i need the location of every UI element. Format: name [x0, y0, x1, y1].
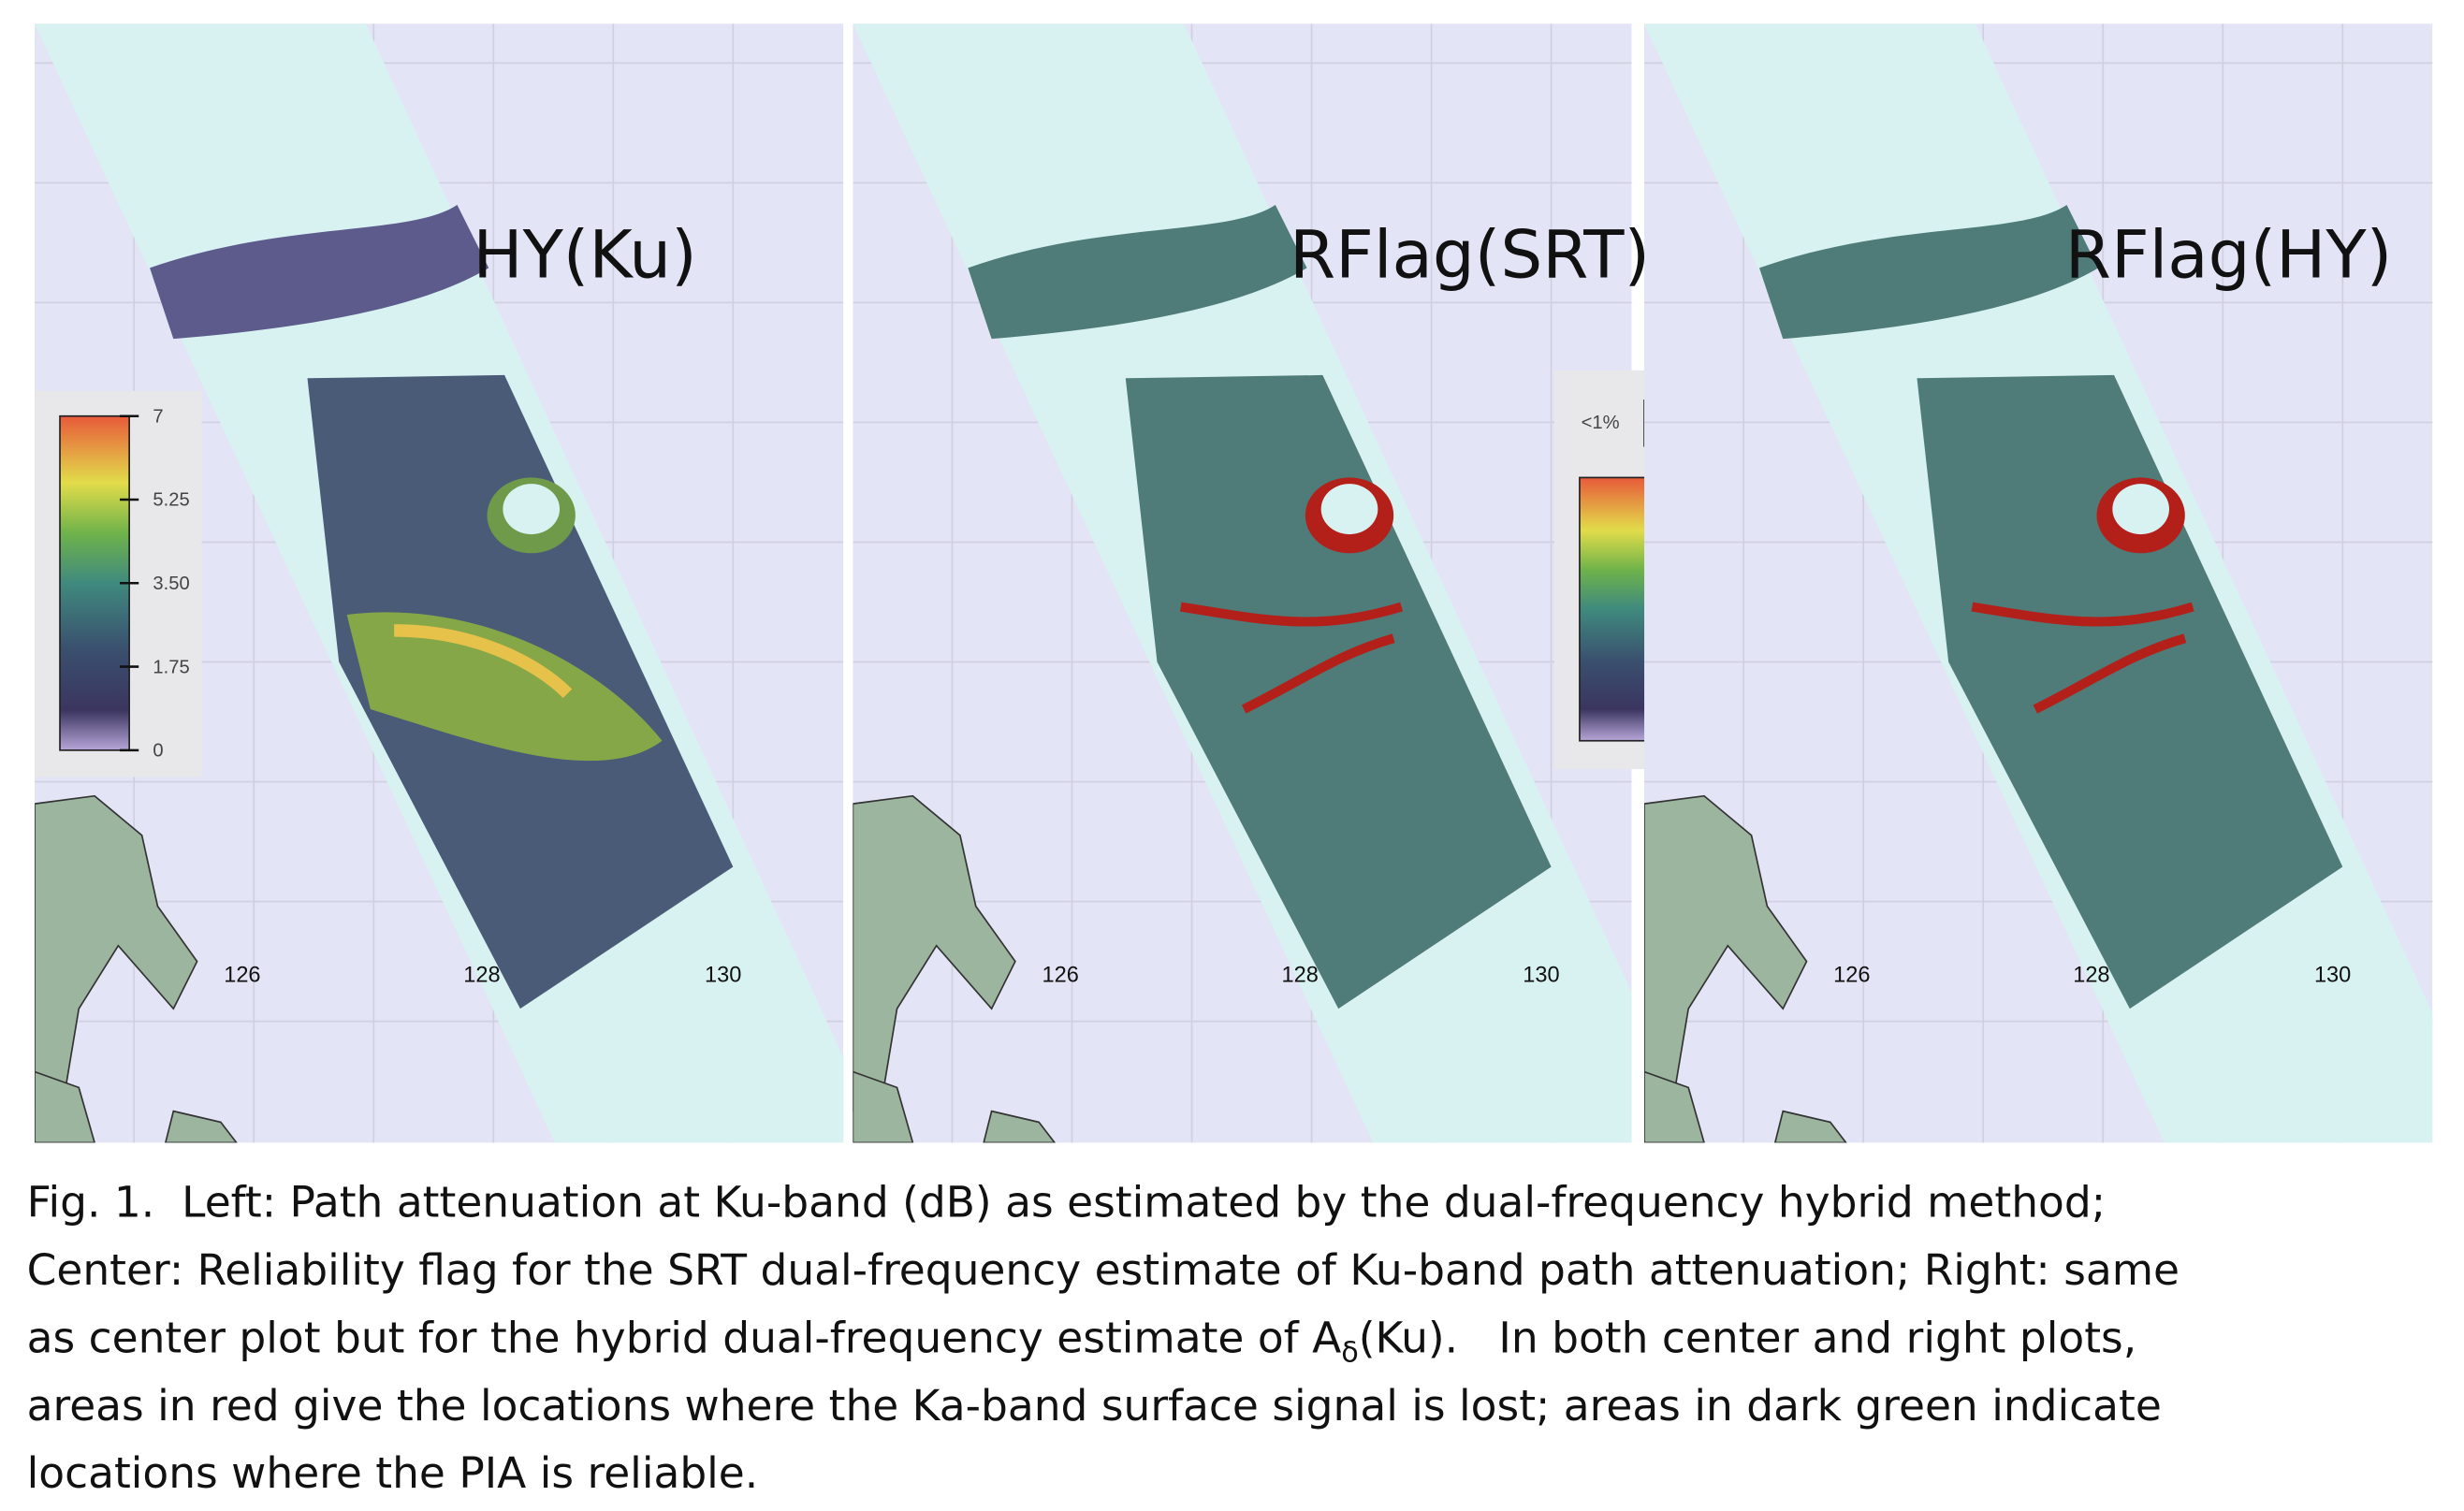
longitude-label: 126: [1833, 962, 1870, 986]
colorbar-label: 3.50: [153, 574, 189, 594]
panel-title: RFlag(SRT): [1290, 215, 1650, 293]
longitude-label: 126: [1042, 962, 1079, 986]
longitude-label: 130: [2314, 962, 2351, 986]
caption-line: Center: Reliability flag for the SRT dua…: [27, 1245, 2180, 1295]
rain-region: [1125, 374, 1552, 1010]
caption-line: locations where the PIA is reliable.: [27, 1448, 759, 1498]
caption-text: (Ku). In both center and right plots,: [1359, 1313, 2136, 1362]
longitude-label: 128: [2073, 962, 2109, 986]
rain-region: [1917, 374, 2343, 1010]
caption-line: areas in red give the locations where th…: [27, 1381, 2162, 1431]
panel-title: HY(Ku): [473, 215, 696, 293]
colorbar-label: 5.25: [153, 490, 189, 511]
caption-text: as center plot but for the hybrid dual-f…: [27, 1313, 1342, 1362]
colorbar-label: 7: [153, 406, 163, 427]
longitude-label: 130: [1523, 962, 1559, 986]
longitude-label: 128: [463, 962, 500, 986]
longitude-label: 126: [224, 962, 260, 986]
longitude-label: 130: [705, 962, 741, 986]
land: [853, 1070, 1057, 1143]
land: [35, 1070, 238, 1143]
red-band: [1179, 602, 1404, 714]
eye: [2112, 484, 2169, 535]
rain-core: [394, 624, 573, 699]
land: [1644, 1070, 1847, 1143]
flag-label: <1%: [1582, 413, 1620, 433]
map-panel: [35, 23, 844, 1143]
rain-band: [1758, 204, 2099, 340]
panel-title: RFlag(HY): [2065, 215, 2392, 293]
red-band: [1971, 602, 2194, 714]
colorbar-label: 0: [153, 741, 163, 762]
longitude-label: 128: [1282, 962, 1319, 986]
eye: [1320, 484, 1378, 535]
caption-line: Fig. 1. Left: Path attenuation at Ku-ban…: [27, 1177, 2106, 1227]
rain-band: [968, 204, 1307, 340]
caption-subscript: δ: [1341, 1336, 1359, 1369]
caption-line: as center plot but for the hybrid dual-f…: [27, 1313, 2137, 1369]
colorbar: [59, 414, 130, 751]
eye: [503, 484, 561, 535]
colorbar-label: 1.75: [153, 657, 189, 677]
map-panel: [853, 23, 1632, 1143]
rain-core: [346, 612, 663, 762]
rain-band: [150, 204, 489, 340]
map-panel: [1644, 23, 2433, 1143]
